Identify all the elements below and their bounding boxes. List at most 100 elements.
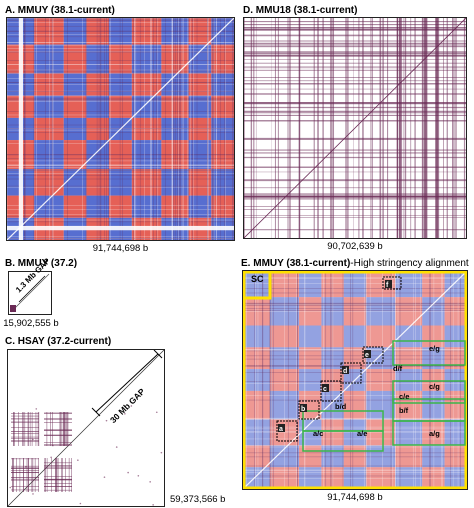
dotplot-block — [321, 390, 344, 420]
dotplot-block — [444, 445, 467, 468]
panel-c-dot — [149, 481, 151, 483]
dotplot-block — [211, 195, 234, 218]
panel-c-dot — [160, 451, 163, 454]
panel-e-yellow-frame — [243, 271, 467, 489]
dotplot-block — [269, 467, 299, 489]
panel-c-dot — [35, 408, 38, 410]
panel-c-dot — [9, 486, 12, 489]
dotplot-block — [321, 445, 344, 468]
dotplot-block — [269, 325, 299, 348]
dotplot-block — [395, 297, 423, 326]
dotplot-block — [343, 419, 367, 446]
dotplot-block — [343, 325, 367, 348]
panel-b-dotplot-svg — [10, 273, 50, 313]
panel-c-dot — [115, 446, 118, 448]
dotplot-block — [422, 297, 445, 326]
dotplot-block — [366, 347, 396, 370]
dotplot-block — [299, 297, 322, 326]
dotplot-block — [269, 297, 299, 326]
dotplot-block — [444, 347, 467, 370]
dotplot-block — [422, 419, 445, 446]
dotplot-block — [395, 419, 423, 446]
panel-e-region-label: SC — [251, 274, 264, 284]
dotplot-block — [422, 467, 445, 489]
panel-e-box-letter: a — [279, 426, 283, 433]
dotplot-block — [34, 168, 64, 196]
dotplot-block — [34, 95, 64, 118]
dotplot-block — [366, 419, 396, 446]
panel-e-dashed-box — [276, 420, 298, 442]
dotplot-block — [34, 140, 64, 169]
dotplot-block — [243, 390, 270, 420]
dotplot-block — [243, 467, 270, 489]
panel-a-size-label: 91,744,698 b — [92, 243, 149, 254]
panel-e-dotplot-svg: SC e/g d/f c/g b/d c/e b/f a/c a/e a/g f e d c b a — [243, 271, 467, 489]
panel-c-diagonal — [8, 350, 164, 506]
dotplot-block — [131, 18, 162, 45]
panel-b-diagonal — [10, 273, 50, 313]
dotplot-block — [211, 44, 234, 74]
dotplot-block — [366, 369, 396, 391]
panel-e-box-letter: b — [301, 406, 305, 413]
panel-a-title-text: MMUY (38.1-current) — [17, 5, 115, 16]
panel-c-gap-arrow-cap — [91, 407, 101, 417]
dotplot-block — [395, 467, 423, 489]
dotplot-block — [86, 95, 110, 118]
panel-e-region-label: a/g — [429, 429, 440, 438]
dotplot-block — [161, 95, 189, 118]
dotplot-block — [34, 195, 64, 218]
dotplot-block — [86, 18, 110, 45]
dotplot-block — [321, 347, 344, 370]
dotplot-block — [63, 18, 87, 45]
dotplot-block — [109, 140, 132, 169]
dotplot-block — [395, 445, 423, 468]
dotplot-block — [63, 195, 87, 218]
dotplot-block — [188, 73, 212, 96]
panel-e-dashed-box — [340, 362, 362, 384]
panel-b-title-text: MMUY (37.2) — [17, 258, 78, 269]
dotplot-block — [161, 18, 189, 45]
dotplot-diagonal — [7, 18, 234, 240]
dotplot-block — [243, 271, 270, 298]
panel-e-dashed-box — [362, 346, 384, 364]
panel-e-green-box — [392, 380, 466, 404]
panel-d-diagonal — [244, 18, 466, 238]
dotplot-block — [422, 347, 445, 370]
panel-e-title-suffix: -High stringency alignment — [350, 258, 469, 269]
dotplot-block — [161, 168, 189, 196]
panel-b-gap-arrow — [18, 275, 46, 303]
dotplot-block — [444, 419, 467, 446]
dotplot-block — [211, 140, 234, 169]
dotplot-block — [366, 325, 396, 348]
dotplot-block — [161, 195, 189, 218]
panel-b-dotplot — [8, 271, 52, 315]
dotplot-block — [34, 117, 64, 141]
dotplot-block — [444, 297, 467, 326]
panel-e-dashed-box — [382, 276, 402, 290]
dotplot-block — [444, 271, 467, 298]
dotplot-block — [188, 168, 212, 196]
dotplot-block — [299, 369, 322, 391]
dotplot-block — [422, 369, 445, 391]
panel-c-gap-arrow-cap — [153, 350, 163, 359]
dotplot-block — [422, 325, 445, 348]
panel-c-dot — [152, 504, 154, 506]
panel-d-letter: D. — [243, 5, 253, 16]
dotplot-block — [161, 117, 189, 141]
panel-e-region-label: e/g — [429, 344, 440, 353]
panel-c-gap-arrow — [95, 353, 159, 413]
dotplot-block — [188, 44, 212, 74]
dotplot-block — [109, 168, 132, 196]
dotplot-block — [86, 117, 110, 141]
dotplot-block — [188, 117, 212, 141]
dotplot-block — [86, 168, 110, 196]
panel-e-region-label: a/c — [313, 429, 323, 438]
dotplot-block — [395, 369, 423, 391]
dotplot-block — [343, 390, 367, 420]
dotplot-block — [343, 297, 367, 326]
dotplot-block — [34, 44, 64, 74]
panel-e-box-letter: d — [343, 368, 347, 375]
dotplot-block — [63, 117, 87, 141]
dotplot-block — [131, 95, 162, 118]
panel-c-dot — [50, 456, 52, 459]
